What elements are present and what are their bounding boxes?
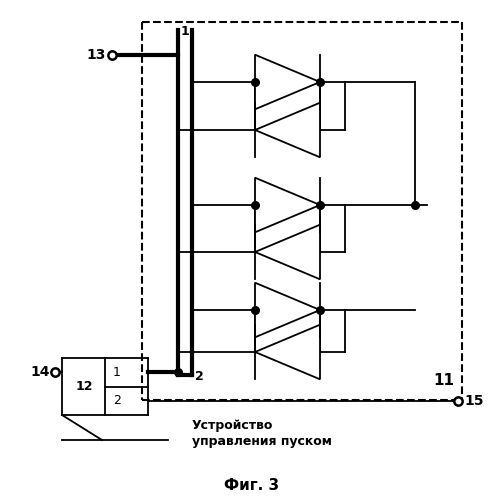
Text: 1: 1	[181, 25, 190, 38]
Polygon shape	[255, 324, 320, 380]
Polygon shape	[255, 102, 320, 158]
Polygon shape	[255, 54, 320, 110]
Text: 2: 2	[113, 394, 121, 407]
Text: 13: 13	[87, 48, 106, 62]
Text: Устройство: Устройство	[192, 418, 273, 432]
Text: 12: 12	[75, 380, 93, 393]
Text: 2: 2	[195, 370, 204, 383]
Polygon shape	[255, 282, 320, 338]
Polygon shape	[255, 224, 320, 280]
Text: 11: 11	[434, 373, 455, 388]
Polygon shape	[255, 178, 320, 233]
Text: 15: 15	[464, 394, 483, 408]
Text: управления пуском: управления пуском	[192, 434, 332, 448]
Text: 14: 14	[31, 365, 50, 379]
Text: 1: 1	[113, 366, 121, 378]
Text: Фиг. 3: Фиг. 3	[224, 478, 280, 494]
